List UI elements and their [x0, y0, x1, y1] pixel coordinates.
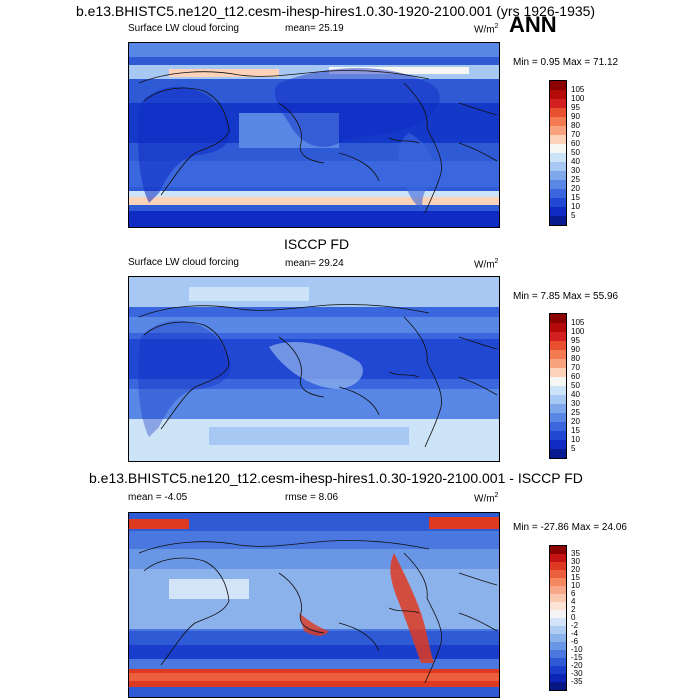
panel3-map: [128, 512, 500, 698]
colorbar-swatch: [550, 216, 566, 226]
colorbar-label: 10: [571, 201, 580, 211]
colorbar-swatch: [550, 449, 566, 459]
colorbar-label: 105: [571, 317, 585, 327]
panel1-colorbar: 105 100 95 90 80 70 60 50 40 30 25 20 15 10 5: [549, 80, 609, 226]
colorbar-label: 95: [571, 102, 580, 112]
colorbar-label: 70: [571, 362, 580, 372]
colorbar-label: 40: [571, 156, 580, 166]
colorbar-label: 25: [571, 174, 580, 184]
colorbar-label: 50: [571, 147, 580, 157]
colorbar-label: 6: [571, 588, 576, 598]
colorbar-label: 10: [571, 434, 580, 444]
panel3-colorbar: 35 30 20 15 10 6 4 2 0 -2 -4 -6 -10 -15 -20 -30 -35: [549, 545, 609, 691]
colorbar-label: 20: [571, 183, 580, 193]
colorbar-label: 20: [571, 416, 580, 426]
colorbar-label: 50: [571, 380, 580, 390]
colorbar-label: 15: [571, 192, 580, 202]
panel3-section-title: b.e13.BHISTC5.ne120_t12.cesm-ihesp-hires…: [89, 470, 583, 486]
colorbar-label: 90: [571, 111, 580, 121]
panel1-map-plot: [129, 43, 499, 227]
colorbar-label: 10: [571, 580, 580, 590]
colorbar-label: 80: [571, 120, 580, 130]
colorbar-label: 15: [571, 572, 580, 582]
colorbar-label: 5: [571, 210, 576, 220]
panel2-colorbar: 105 100 95 90 80 70 60 50 40 30 25 20 15 10 5: [549, 313, 609, 459]
colorbar-label: 70: [571, 129, 580, 139]
colorbar-label: -10: [571, 644, 583, 654]
colorbar-label: 30: [571, 556, 580, 566]
colorbar-label: 90: [571, 344, 580, 354]
panel1-variable-label: Surface LW cloud forcing: [128, 23, 239, 34]
panel2-mean: mean= 29.24: [285, 258, 344, 269]
colorbar-label: 25: [571, 407, 580, 417]
colorbar-label: -20: [571, 660, 583, 670]
colorbar-label: 20: [571, 564, 580, 574]
colorbar-label: 0: [571, 612, 576, 622]
panel2-units: W/m2: [474, 258, 499, 271]
colorbar-label: 15: [571, 425, 580, 435]
panel2-map-plot: [129, 277, 499, 461]
colorbar-label: 4: [571, 596, 576, 606]
panel2-minmax: Min = 7.85 Max = 55.96: [513, 291, 619, 302]
colorbar-label: 95: [571, 335, 580, 345]
colorbar-swatch: [550, 682, 566, 691]
panel3-units: W/m2: [474, 492, 499, 505]
colorbar-label: 40: [571, 389, 580, 399]
colorbar-label: -2: [571, 620, 579, 630]
colorbar-label: -15: [571, 652, 583, 662]
panel1-minmax: Min = 0.95 Max = 71.12: [513, 57, 619, 68]
season-label: ANN: [509, 12, 557, 37]
panel1-mean: mean= 25.19: [285, 23, 344, 34]
colorbar-label: 100: [571, 93, 585, 103]
panel3-minmax: Min = -27.86 Max = 24.06: [513, 522, 627, 533]
panel3-rmse: rmse = 8.06: [285, 492, 339, 503]
panel2-section-title: ISCCP FD: [284, 236, 350, 252]
colorbar-label: -35: [571, 676, 583, 686]
panel2-map: [128, 276, 500, 462]
panel3-map-plot: [129, 513, 499, 697]
colorbar-label: 35: [571, 548, 580, 558]
panel1-units: W/m2: [474, 23, 499, 36]
colorbar-label: 60: [571, 138, 580, 148]
colorbar-label: 30: [571, 165, 580, 175]
colorbar-label: -30: [571, 668, 583, 678]
colorbar-label: 5: [571, 443, 576, 453]
colorbar-label: -6: [571, 636, 579, 646]
colorbar-label: 105: [571, 84, 585, 94]
colorbar-label: 80: [571, 353, 580, 363]
panel3-mean: mean = -4.05: [128, 492, 188, 503]
colorbar-label: 60: [571, 371, 580, 381]
main-title: b.e13.BHISTC5.ne120_t12.cesm-ihesp-hires…: [76, 3, 596, 19]
colorbar-label: 30: [571, 398, 580, 408]
panel2-variable-label: Surface LW cloud forcing: [128, 257, 239, 268]
colorbar-label: 100: [571, 326, 585, 336]
panel1-map: [128, 42, 500, 228]
colorbar-label: -4: [571, 628, 579, 638]
colorbar-label: 2: [571, 604, 576, 614]
